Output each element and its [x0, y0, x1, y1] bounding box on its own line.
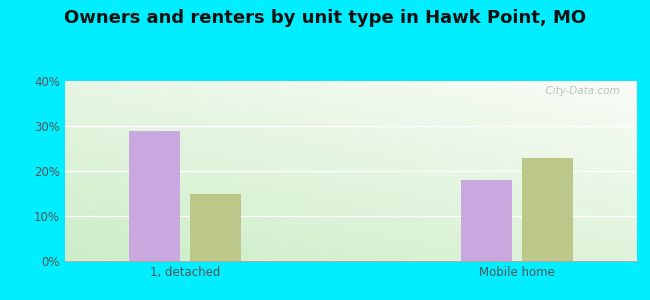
Text: City-Data.com: City-Data.com	[540, 86, 620, 96]
Text: Owners and renters by unit type in Hawk Point, MO: Owners and renters by unit type in Hawk …	[64, 9, 586, 27]
Bar	[129, 130, 180, 261]
Bar	[522, 158, 573, 261]
Bar	[190, 194, 241, 261]
Bar	[461, 180, 512, 261]
